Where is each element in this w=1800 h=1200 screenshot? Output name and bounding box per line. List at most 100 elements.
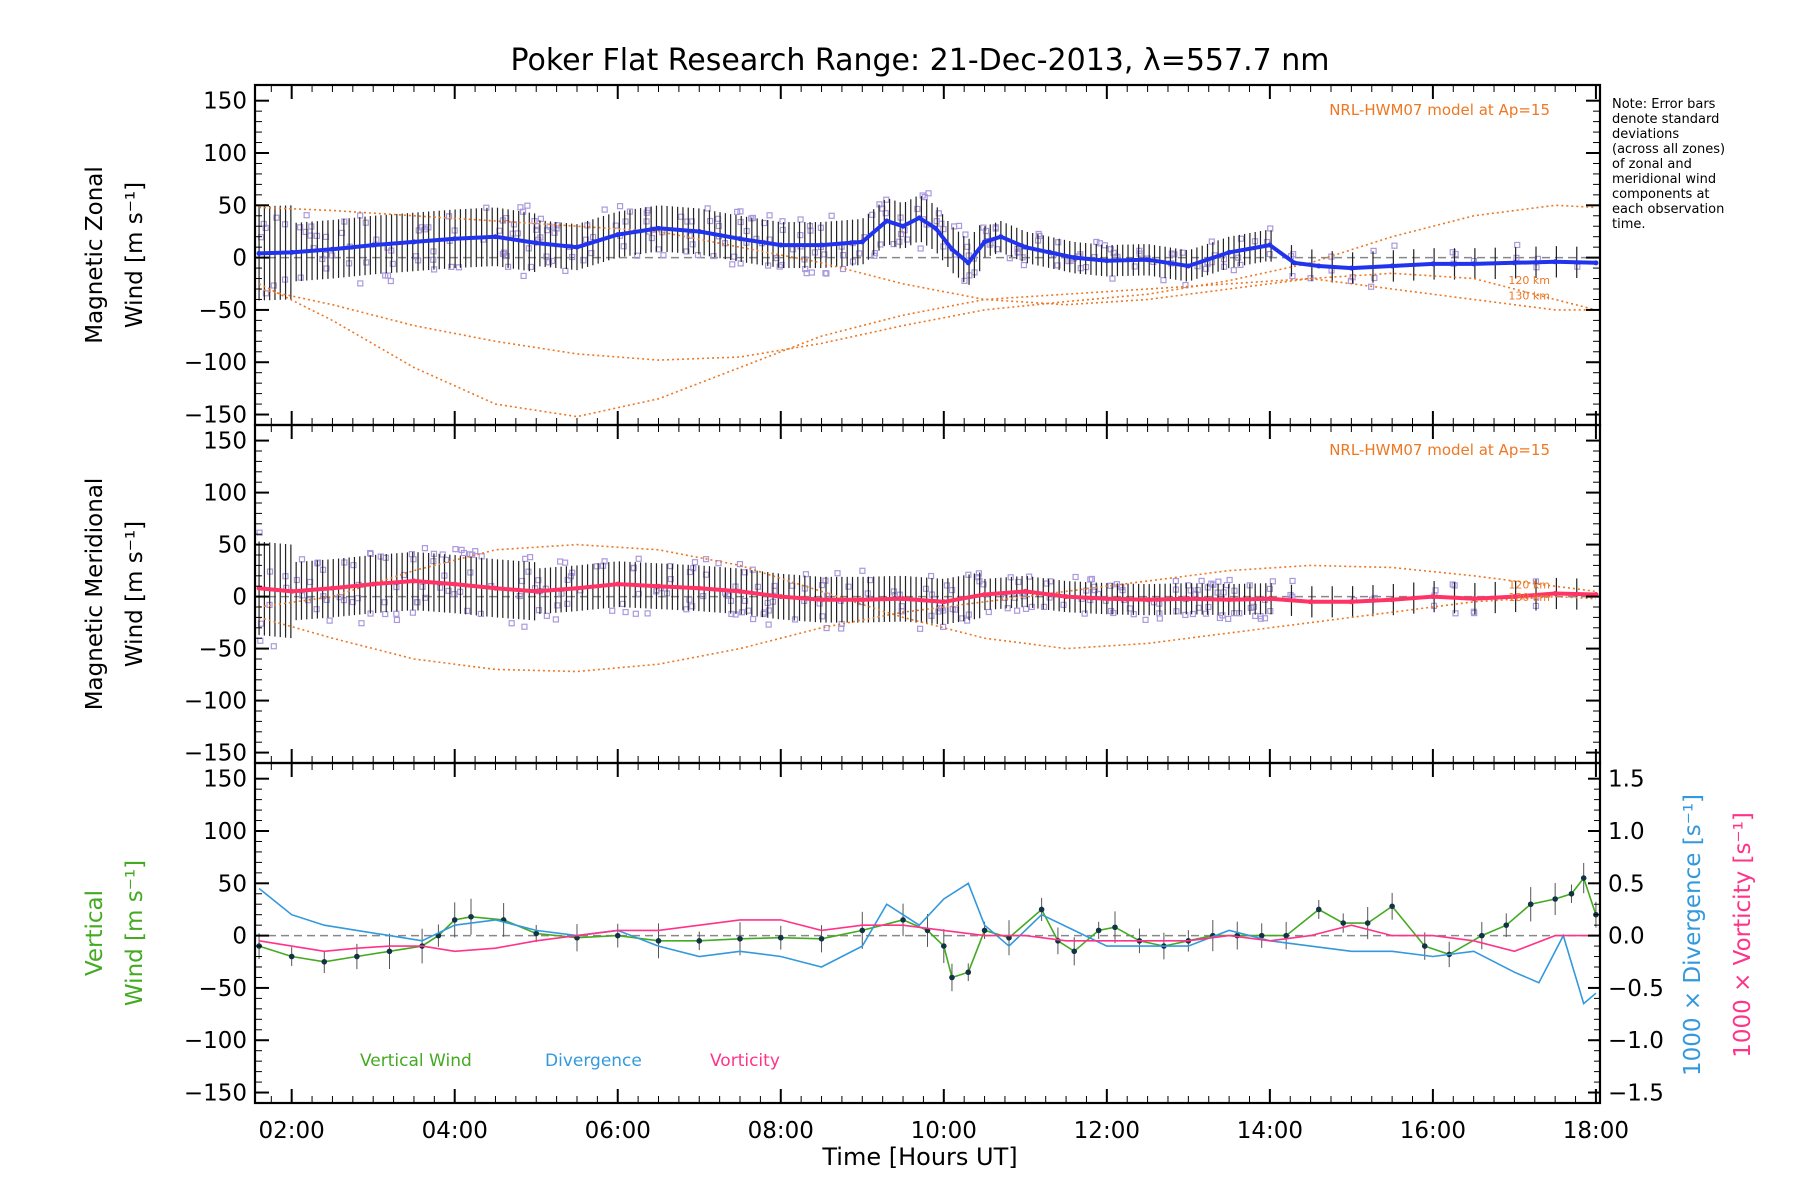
mean-series-point [1267,242,1273,248]
scatter-point [302,228,309,236]
mean-series-point [256,585,262,591]
mean-series-point [615,232,621,238]
scatter-point [1269,578,1276,585]
mean-series-point [1071,255,1077,261]
scatter-point [982,227,990,235]
mean-series-point [737,236,743,242]
scatter-points [257,190,1581,297]
y-tick-label: 150 [203,767,247,793]
y-tick-label: −50 [198,298,247,324]
mean-series-point [1022,588,1028,594]
x-tick-label: 14:00 [1237,1118,1303,1144]
scatter-point [593,563,600,570]
y-tick-label: 100 [203,141,247,167]
mean-series-point [1552,590,1558,596]
model-curve [259,206,1597,311]
scatter-point [1182,281,1189,289]
vertical-wind-point [1315,906,1322,913]
mean-series-point [933,225,939,231]
scatter-point [588,249,595,257]
y-tick-label: −50 [198,976,247,1002]
scatter-point [393,616,401,624]
scatter-point [975,570,983,577]
mean-series-point [1022,244,1028,250]
scatter-point [430,256,437,263]
series-line-divergence [258,882,1597,1006]
scatter-point [472,548,479,555]
mean-series-point [411,578,417,584]
right-axis-label-vorticity: 1000 × Vorticity [s⁻¹] [1730,812,1756,1058]
y-axis-label: Vertical [82,890,108,976]
mean-series-point [1511,594,1517,600]
mean-series-point [533,588,539,594]
scatter-point [834,570,841,577]
vertical-wind-point [1095,927,1102,934]
vertical-wind-point [1568,890,1575,897]
vertical-wind-point [696,938,703,944]
scatter-point [1028,603,1035,611]
scatter-point [299,592,306,599]
scatter-point [1471,610,1478,617]
mean-series-point [1308,599,1314,605]
mean-series-point [289,588,295,594]
mean-series-point [1471,261,1477,267]
scatter-point [765,621,772,628]
scatter-point [270,282,277,289]
scatter-point [1205,603,1212,611]
scatter-point [422,594,429,601]
scatter-point [1261,615,1269,622]
right-y-tick-label: −1.0 [1608,1028,1664,1054]
scatter-point [1514,241,1521,249]
scatter-point [257,637,264,644]
scatter-point [389,260,396,267]
mean-series-point [819,242,825,248]
scatter-point [270,643,277,650]
scatter-point [771,587,778,594]
scatter-point [562,267,569,274]
scatter-point [866,577,874,584]
scatter-point [683,248,690,255]
mean-series-point [1471,596,1477,602]
vertical-wind-point [981,927,988,934]
y-tick-label: 0 [232,585,247,611]
scatter-point [1449,249,1456,256]
scatter-point [419,583,426,590]
scatter-point [373,236,380,243]
scatter-point [686,568,694,576]
y-tick-label: 0 [232,924,247,950]
mean-series-point [900,223,906,229]
scatter-point [609,607,616,614]
scatter-point [728,610,735,618]
scatter-point [635,590,642,598]
scatter-point [890,241,897,248]
model-curve [258,204,1596,361]
scatter-point [1173,608,1180,615]
scatter-point [1452,610,1459,617]
mean-series-point [1430,594,1436,600]
scatter-point [980,581,987,588]
scatter-point [1001,594,1008,601]
scatter-point [580,257,587,264]
scatter-point [257,620,265,627]
scatter-point [1014,249,1021,256]
scatter-point [630,564,637,571]
scatter-point [262,290,270,297]
scatter-point [362,219,369,226]
right-y-tick-label: −1.5 [1608,1081,1664,1107]
y-axis-label: Wind [m s⁻¹] [122,860,148,1006]
scatter-point [1091,587,1099,594]
scatter-point [648,234,655,242]
scatter-point [329,252,336,259]
scatter-point [455,264,463,271]
scatter-point [877,241,884,248]
scatter-point [821,251,828,258]
scatter-point [535,577,542,584]
scatter-point [1007,574,1014,581]
scatter-point [940,243,947,250]
scatter-point [686,596,693,603]
model-alt-label: 130 km [1508,289,1550,302]
scatter-point [707,217,714,225]
scatter-point [620,243,627,250]
vertical-wind-point [468,913,474,920]
